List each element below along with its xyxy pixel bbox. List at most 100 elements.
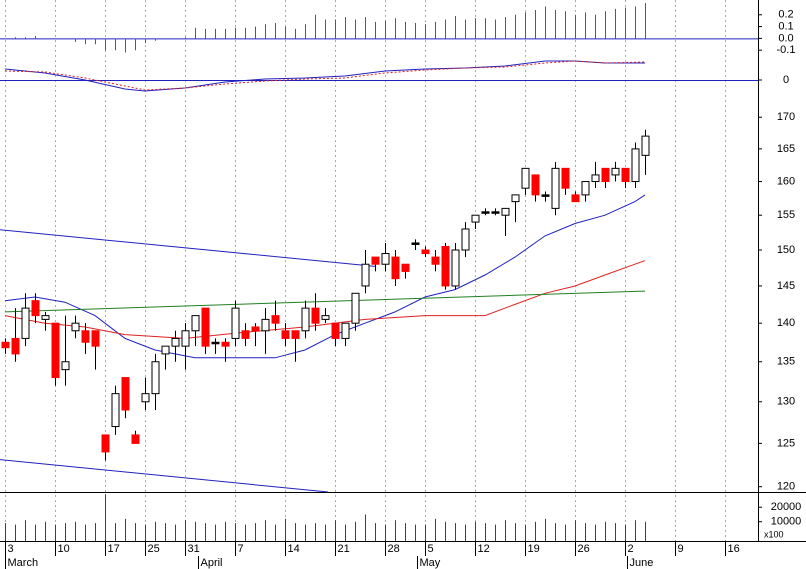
y-tick-label: 0.2 <box>778 9 793 21</box>
candle-body <box>41 315 50 320</box>
candle-body <box>311 307 320 324</box>
candle-body <box>581 181 590 196</box>
candle-body <box>281 330 290 339</box>
candle-body <box>371 256 380 265</box>
candle-body <box>261 318 270 332</box>
y-tick-label: -0.1 <box>777 44 796 56</box>
month-label: April <box>201 557 223 569</box>
candle-body <box>221 341 230 347</box>
overlay-line <box>4 260 646 339</box>
candle-body <box>551 167 560 209</box>
candle-body <box>591 174 600 183</box>
candle-body <box>11 337 20 355</box>
candle-body <box>291 330 300 339</box>
candle-body <box>231 307 240 339</box>
candle-body <box>481 211 490 214</box>
x-tick-label: 31 <box>188 543 200 555</box>
candle-body <box>461 228 470 251</box>
x-tick-label: 28 <box>388 543 400 555</box>
volume-unit: x100 <box>764 529 784 539</box>
y-tick-label: 145 <box>777 280 795 292</box>
y-tick-label: 20000 <box>771 501 802 513</box>
candle-body <box>1 341 10 349</box>
y-tick-label: 140 <box>777 317 795 329</box>
y-tick-label: 125 <box>777 437 795 449</box>
candle-body <box>131 434 140 444</box>
candle-body <box>271 315 280 324</box>
candle-body <box>171 337 180 347</box>
candle-body <box>101 434 110 453</box>
candle-body <box>411 242 420 245</box>
candle-body <box>61 361 70 371</box>
y-tick-label: 0.0 <box>778 32 793 44</box>
candle-body <box>541 194 550 197</box>
x-tick-label: 12 <box>478 543 490 555</box>
candle-body <box>611 167 620 176</box>
candle-body <box>121 377 130 411</box>
y-tick-label: 155 <box>777 209 795 221</box>
month-label: June <box>630 557 654 569</box>
candle-body <box>381 253 390 265</box>
overlay-line <box>4 194 646 359</box>
candle-body <box>211 341 220 345</box>
candle-body <box>361 263 370 287</box>
candle-body <box>251 326 260 332</box>
candle-body <box>601 167 610 183</box>
candle-body <box>351 292 360 324</box>
candle-body <box>421 249 430 255</box>
month-label: March <box>8 557 39 569</box>
candle-body <box>181 330 190 347</box>
candle-body <box>501 207 510 216</box>
candle-body <box>401 263 410 272</box>
overlay-line <box>0 459 329 493</box>
x-tick-label: 17 <box>108 543 120 555</box>
candle-body <box>31 300 40 317</box>
x-tick-label: 5 <box>428 543 434 555</box>
x-tick-label: 21 <box>338 543 350 555</box>
candle-body <box>151 361 160 395</box>
y-tick-label: 170 <box>777 111 795 123</box>
candle-body <box>561 167 570 189</box>
candle-body <box>141 393 150 403</box>
candle-body <box>511 194 520 203</box>
candle-body <box>91 330 100 347</box>
candle-body <box>341 322 350 339</box>
candle-body <box>191 315 200 332</box>
candle-body <box>331 322 340 339</box>
candle-body <box>431 256 440 265</box>
candle-body <box>521 167 530 189</box>
candle-body <box>641 135 650 156</box>
x-tick-label: 26 <box>578 543 590 555</box>
overlay-line <box>0 229 376 267</box>
candle-body <box>621 167 630 183</box>
candle-body <box>441 245 450 287</box>
candle-body <box>71 322 80 332</box>
x-tick-label: 16 <box>728 543 740 555</box>
candle-body <box>391 256 400 280</box>
candle-body <box>631 148 640 183</box>
candle-body <box>111 393 120 428</box>
y-tick-label: 165 <box>777 143 795 155</box>
x-tick-label: 10 <box>58 543 70 555</box>
candle-body <box>81 330 90 343</box>
x-tick-label: 19 <box>528 543 540 555</box>
candle-body <box>451 249 460 287</box>
candle-body <box>321 315 330 320</box>
candle-body <box>161 345 170 355</box>
x-tick-label: 7 <box>238 543 244 555</box>
x-tick-label: 3 <box>8 543 14 555</box>
y-tick-label: 0.1 <box>778 20 793 32</box>
y-tick-label: 120 <box>777 481 795 493</box>
y-tick-label: 160 <box>777 175 795 187</box>
candle-body <box>51 322 60 379</box>
x-tick-label: 9 <box>678 543 684 555</box>
x-tick-label: 14 <box>288 543 300 555</box>
overlay-line <box>4 290 646 313</box>
x-tick-label: 25 <box>148 543 160 555</box>
candle-body <box>201 307 210 347</box>
candle-body <box>471 214 480 223</box>
x-tick-label: 2 <box>628 543 634 555</box>
candle-body <box>571 194 580 203</box>
